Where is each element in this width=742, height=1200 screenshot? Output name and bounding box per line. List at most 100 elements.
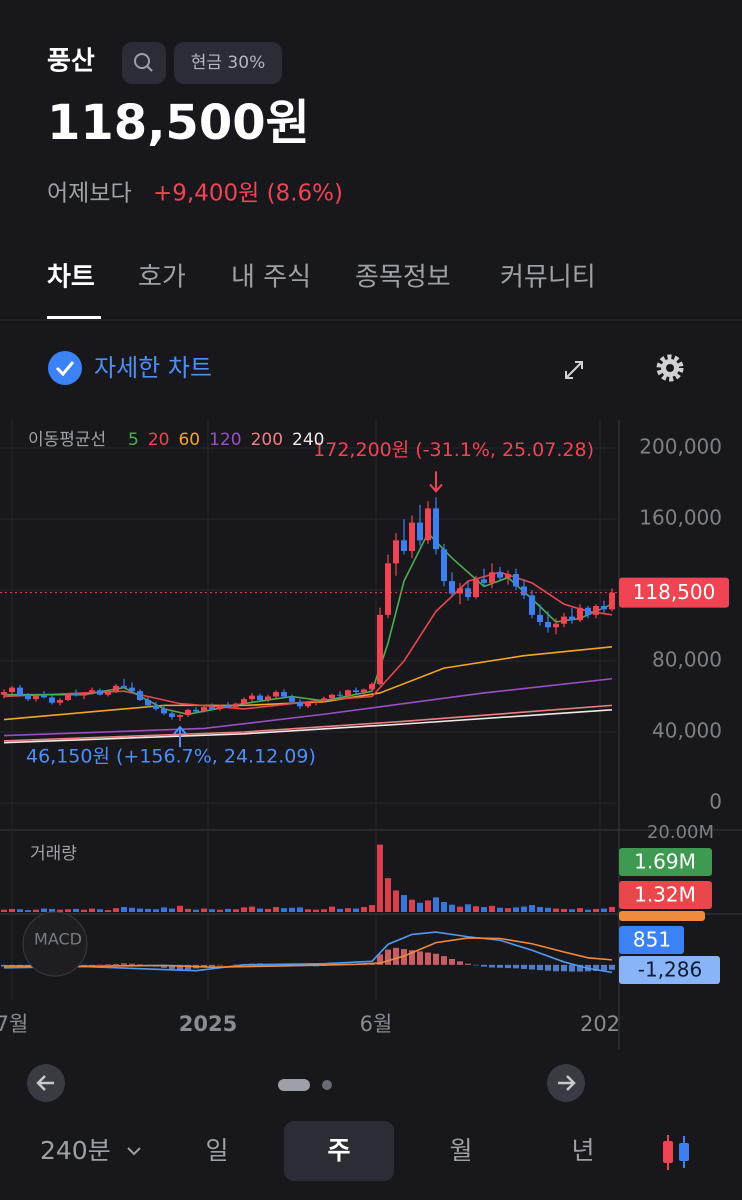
volume-bar (441, 901, 447, 912)
candle-body (305, 702, 311, 707)
interval-select[interactable]: 240분 (40, 1136, 111, 1165)
candle-body (457, 588, 463, 594)
candle-body (161, 708, 167, 714)
volume-bar (369, 905, 375, 912)
candle-body (281, 692, 287, 697)
tab[interactable]: 내 주식 (231, 263, 311, 293)
candle-body (217, 705, 223, 709)
volume-bar (457, 906, 463, 912)
volume-bar (473, 906, 479, 912)
expand-button[interactable] (565, 361, 583, 379)
macd-bar (433, 953, 439, 965)
period-button[interactable]: 월 (449, 1136, 472, 1165)
detail-chart-toggle[interactable]: 자세한 차트 (48, 351, 212, 385)
macd-bar (529, 964, 535, 970)
tab-underline (47, 316, 101, 319)
volume-bar (425, 900, 431, 912)
period-selected-bg (284, 1121, 394, 1181)
macd-tag-label: -1,286 (638, 958, 702, 982)
candle-body (609, 592, 615, 610)
annotation-label: 46,150원 (+156.7%, 24.12.09) (26, 746, 316, 768)
badge[interactable]: 현금 30% (174, 42, 282, 84)
volume-bar (305, 909, 311, 912)
moving-average (3, 571, 613, 710)
tab[interactable]: 차트 (47, 263, 95, 293)
candle-body (513, 574, 519, 587)
volume-tick-label: 20.00M (647, 822, 714, 843)
candle-body (257, 695, 263, 701)
volume-bar (505, 908, 511, 912)
candle-body (441, 549, 447, 582)
change-prefix: 어제보다 (47, 181, 132, 207)
volume-bar (33, 909, 39, 912)
dropdown-icon (127, 1147, 141, 1156)
macd-bar (81, 964, 87, 967)
candle-body (185, 709, 191, 716)
volume-bar (217, 909, 223, 912)
candle-body (33, 695, 39, 700)
x-tick-label: 202 (580, 1012, 620, 1036)
candle-body (225, 705, 231, 708)
period-button[interactable]: 년 (571, 1136, 594, 1165)
candle-body (249, 695, 255, 700)
candle-body (89, 690, 95, 693)
macd-bar (401, 949, 407, 965)
tab[interactable]: 커뮤니티 (500, 263, 596, 293)
macd-tag (619, 926, 684, 954)
candle-body (145, 700, 151, 706)
macd-bar (161, 964, 167, 968)
candle-body (169, 713, 175, 717)
volume-bar (81, 909, 87, 912)
macd-bar (497, 964, 503, 968)
volume-bar (393, 890, 399, 912)
candle-body (369, 684, 375, 690)
candle-body (385, 563, 391, 615)
period-button[interactable]: 주 (327, 1136, 350, 1165)
settings-button[interactable] (656, 354, 684, 382)
detail-chart-label: 자세한 차트 (94, 354, 212, 382)
volume-bar (129, 907, 135, 912)
tab[interactable]: 종목정보 (355, 263, 451, 293)
macd-bar (121, 963, 127, 965)
volume-tag (619, 848, 712, 876)
candle-body (585, 607, 591, 615)
volume-bar (577, 908, 583, 912)
search-icon (134, 53, 150, 69)
candle-body (529, 595, 535, 615)
volume-bar (433, 897, 439, 912)
volume-bar (497, 907, 503, 912)
candle-body (25, 694, 31, 700)
check-icon (55, 361, 75, 377)
volume-bar (89, 908, 95, 912)
macd-bar (473, 964, 479, 966)
candle-body (17, 687, 23, 695)
candle-body (417, 522, 423, 541)
volume-bar (169, 908, 175, 912)
volume-bar (401, 895, 407, 912)
macd-tag-label: 851 (633, 928, 671, 952)
macd-bar (481, 964, 487, 967)
price-tag-label: 118,500 (633, 580, 716, 604)
volume-bar (257, 908, 263, 912)
volume-bar (545, 907, 551, 912)
candle-body (569, 616, 575, 621)
candle-body (129, 687, 135, 692)
chart-type-button[interactable] (663, 1135, 689, 1170)
search-button[interactable] (122, 42, 166, 84)
tab[interactable]: 호가 (138, 263, 186, 293)
volume-bar (161, 907, 167, 912)
icon-body (679, 1143, 689, 1161)
candle-body (289, 696, 295, 702)
candle-body (241, 699, 247, 704)
volume-bar (225, 908, 231, 912)
search-icon (146, 65, 153, 72)
macd-bar (89, 964, 95, 966)
period-button[interactable]: 일 (205, 1136, 228, 1165)
plot-area: 172,200원 (-31.1%, 25.07.28) 46,150원 (+156… (0, 420, 617, 1000)
candle-body (473, 579, 479, 598)
stock-name: 풍산 (47, 47, 95, 77)
macd-bar (593, 964, 599, 972)
volume-bar (353, 908, 359, 912)
